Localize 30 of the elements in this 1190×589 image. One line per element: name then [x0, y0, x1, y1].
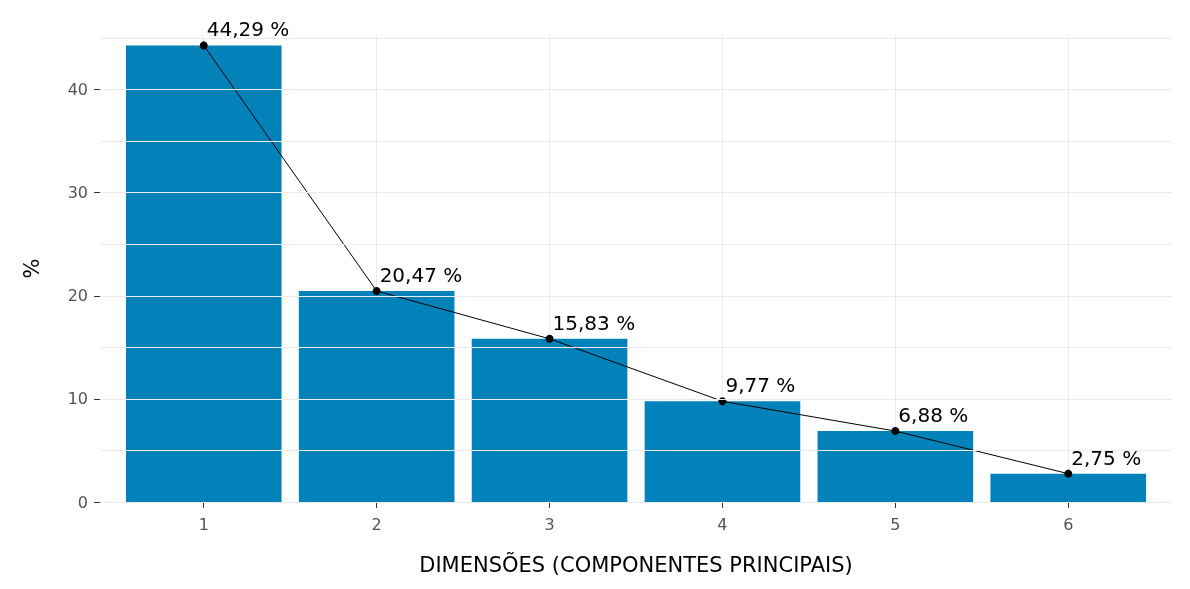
point: [199, 41, 208, 50]
point: [1064, 469, 1073, 478]
x-tick-label: 3: [544, 514, 555, 534]
y-axis-title: %: [19, 258, 44, 279]
x-tick-label: 2: [371, 514, 382, 534]
y-tick-label: 30: [67, 183, 88, 203]
data-label: 2,75 %: [1071, 445, 1142, 470]
bar: [817, 431, 974, 502]
bar: [990, 473, 1147, 502]
x-tick-label: 6: [1063, 514, 1074, 534]
point: [891, 427, 900, 436]
bar: [298, 290, 455, 502]
y-tick-label: 40: [67, 80, 88, 100]
bar: [471, 338, 628, 502]
data-label: 20,47 %: [379, 262, 463, 287]
y-tick-label: 20: [67, 286, 88, 306]
data-label: 15,83 %: [552, 310, 636, 335]
data-label: 9,77 %: [725, 373, 796, 398]
y-tick-label: 0: [77, 492, 88, 512]
y-tick-label: 10: [67, 389, 88, 409]
bar: [125, 45, 282, 502]
x-tick-label: 5: [890, 514, 901, 534]
point: [372, 286, 381, 295]
data-label: 6,88 %: [898, 403, 969, 428]
x-axis-title: DIMENSÕES (COMPONENTES PRINCIPAIS): [419, 550, 853, 577]
point: [545, 334, 554, 343]
bar: [644, 401, 801, 502]
x-tick-label: 4: [717, 514, 728, 534]
data-label: 44,29 %: [206, 17, 290, 42]
x-tick-label: 1: [198, 514, 209, 534]
